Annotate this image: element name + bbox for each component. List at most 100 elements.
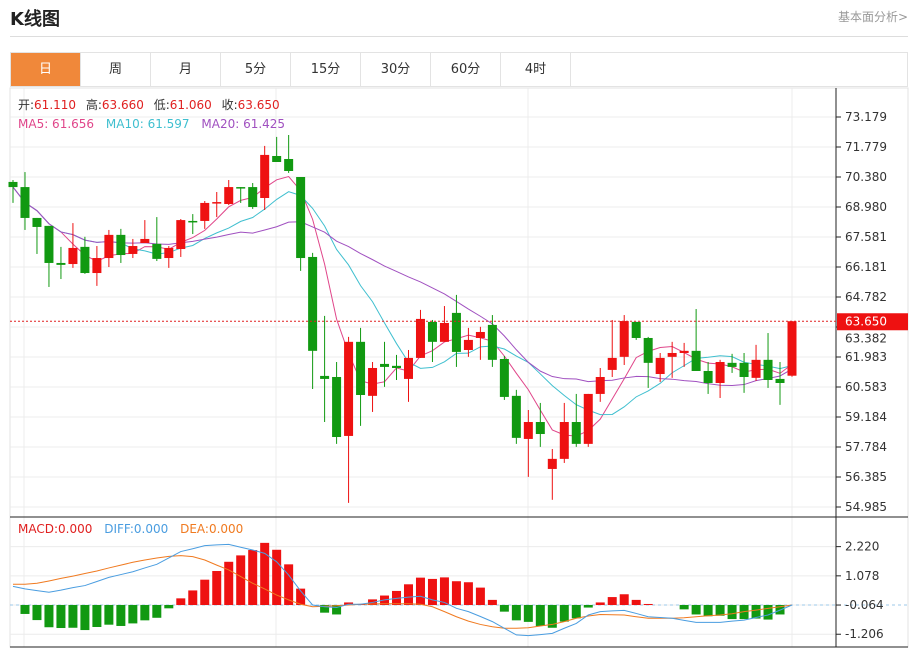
macd-bar [511, 605, 521, 621]
candle [224, 179, 234, 206]
candle [8, 179, 18, 203]
candle-body [703, 370, 713, 383]
candle [643, 336, 653, 388]
diff-value: DIFF:0.000 [104, 522, 168, 536]
candle-body [571, 422, 581, 444]
candle [631, 321, 641, 340]
page-title: K线图 [10, 9, 60, 30]
macd-bar [751, 605, 761, 619]
macd-bar [344, 602, 354, 605]
macd-bar [559, 605, 569, 622]
macd-bar [439, 577, 449, 605]
candle [655, 352, 665, 382]
macd-bar [248, 550, 258, 605]
last-price-label: 63.650 [845, 314, 887, 328]
macd-panel [10, 542, 908, 637]
candle [667, 341, 677, 378]
candle-body [176, 220, 186, 250]
candle [475, 326, 485, 360]
candle [583, 393, 593, 447]
candle [511, 389, 521, 444]
candle [691, 309, 701, 371]
candle-body [667, 352, 677, 357]
candle-body [380, 363, 390, 367]
candle [751, 344, 761, 381]
y-tick-label: 67.581 [845, 230, 887, 244]
macd-bar [727, 605, 737, 620]
candle-body [439, 322, 449, 342]
candle [248, 183, 258, 209]
candle-body [583, 393, 593, 444]
candle [595, 367, 605, 402]
y-tick-label: 57.784 [845, 440, 887, 454]
candle-body [403, 357, 413, 379]
tab-4hour[interactable]: 4时 [501, 53, 571, 86]
candle-body [751, 359, 761, 378]
candle-body [92, 258, 102, 274]
candle [427, 319, 437, 362]
candle-body [787, 321, 797, 376]
candle-body [595, 376, 605, 394]
candle-body [511, 395, 521, 438]
tab-30min[interactable]: 30分 [361, 53, 431, 86]
macd-bar [284, 564, 294, 605]
macd-bar [547, 605, 557, 628]
candle [176, 219, 186, 257]
macd-bar [595, 602, 605, 605]
candle-body [463, 339, 473, 350]
candle [188, 214, 198, 235]
y-tick-label: 59.184 [845, 410, 887, 424]
candles [8, 134, 797, 503]
y-tick-label: 60.583 [845, 380, 887, 394]
candle [559, 402, 569, 463]
tab-month[interactable]: 月 [151, 53, 221, 86]
macd-bar [92, 605, 102, 627]
ma10-line [12, 186, 793, 416]
candle-body [188, 220, 198, 223]
candle-body [499, 358, 509, 397]
macd-bar [583, 605, 593, 608]
candle-body [80, 246, 90, 274]
candle [68, 223, 78, 268]
tab-week[interactable]: 周 [81, 53, 151, 86]
tab-5min[interactable]: 5分 [221, 53, 291, 86]
candle [451, 294, 461, 367]
y-tick-label: 56.385 [845, 470, 887, 484]
macd-bar [116, 605, 126, 626]
macd-bar [356, 604, 366, 605]
macd-bar [535, 605, 545, 626]
moving-averages [12, 176, 793, 437]
candle [415, 309, 425, 358]
macd-bar [104, 605, 114, 625]
dea-value: DEA:0.000 [180, 522, 243, 536]
divider [10, 36, 908, 37]
ma5-value: MA5: 61.656 [18, 117, 94, 131]
macd-bar [715, 605, 725, 616]
y-tick-label: 66.181 [845, 260, 887, 274]
candle [787, 321, 797, 377]
close-label: 收: [222, 98, 238, 112]
tab-day[interactable]: 日 [11, 53, 81, 86]
macd-bar [332, 605, 342, 615]
candle [140, 220, 150, 244]
candle [523, 410, 533, 477]
tab-15min[interactable]: 15分 [291, 53, 361, 86]
macd-tick-label: -1.206 [845, 627, 884, 641]
macd-bar [164, 605, 174, 609]
candle-body [415, 318, 425, 358]
candle-body [619, 321, 629, 357]
candle-body [344, 341, 354, 436]
candle-body [8, 181, 18, 188]
candle [296, 176, 306, 271]
fundamental-analysis-link[interactable]: 基本面分析> [837, 10, 908, 24]
candle-body [152, 243, 162, 259]
candle-body [32, 217, 42, 227]
macd-bar [236, 555, 246, 605]
y-tick-label: 61.983 [845, 350, 887, 364]
ma20-value: MA20: 61.425 [201, 117, 285, 131]
y-tick-label: 63.382 [845, 331, 887, 345]
macd-bar [427, 578, 437, 605]
tab-60min[interactable]: 60分 [431, 53, 501, 86]
high-label: 高: [86, 97, 102, 112]
